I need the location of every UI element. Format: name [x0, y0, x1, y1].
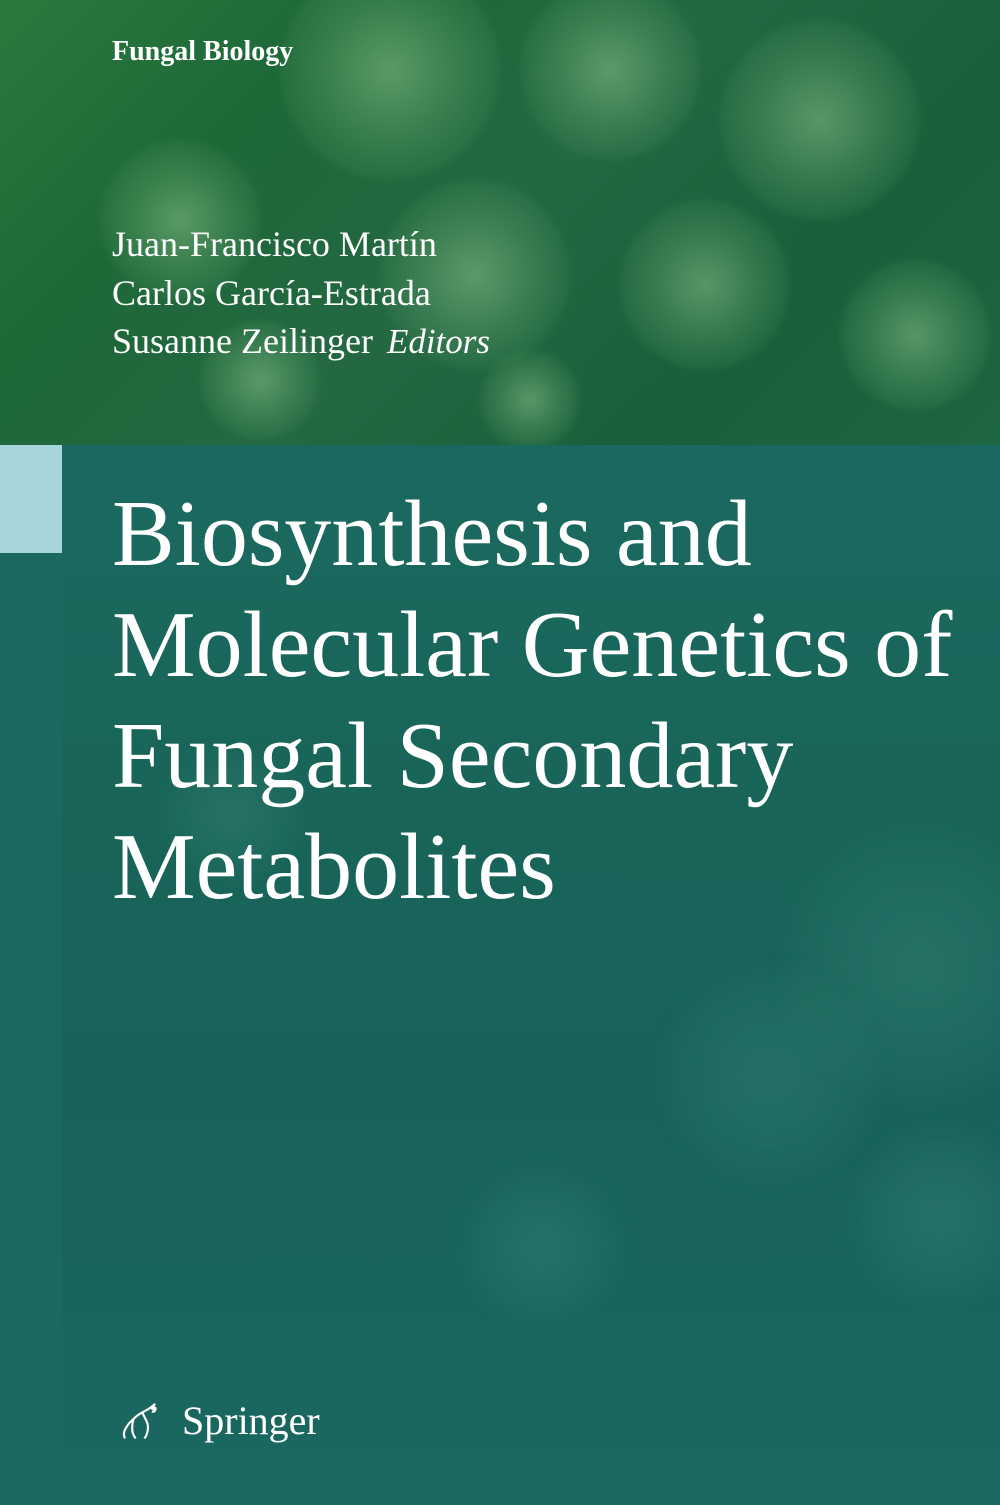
book-title: Biosynthesis and Molecular Genetics of F…	[112, 479, 970, 923]
editor-name: Susanne Zeilinger	[112, 321, 373, 361]
spore-decoration	[462, 1165, 622, 1325]
book-cover: Fungal Biology Juan-Francisco Martín Car…	[0, 0, 1000, 1505]
main-section: Biosynthesis and Molecular Genetics of F…	[62, 445, 1000, 1505]
spore-decoration	[280, 0, 500, 180]
spore-decoration	[840, 260, 990, 410]
editors-suffix: Editors	[387, 322, 490, 361]
editor-name: Juan-Francisco Martín	[112, 220, 490, 269]
editor-last-line: Susanne Zeilinger Editors	[112, 317, 490, 366]
accent-bar	[0, 445, 62, 553]
editor-name: Carlos García-Estrada	[112, 269, 490, 318]
spore-decoration	[720, 20, 920, 220]
editors-block: Juan-Francisco Martín Carlos García-Estr…	[112, 220, 490, 366]
top-image-section: Fungal Biology Juan-Francisco Martín Car…	[0, 0, 1000, 445]
spore-decoration	[520, 0, 700, 160]
publisher-name: Springer	[182, 1397, 320, 1444]
springer-horse-icon	[112, 1393, 166, 1447]
spore-decoration	[660, 965, 880, 1185]
publisher-block: Springer	[112, 1393, 320, 1447]
spore-decoration	[480, 350, 580, 445]
series-label: Fungal Biology	[112, 36, 293, 68]
spore-decoration	[850, 1125, 1000, 1305]
spore-decoration	[620, 200, 790, 370]
